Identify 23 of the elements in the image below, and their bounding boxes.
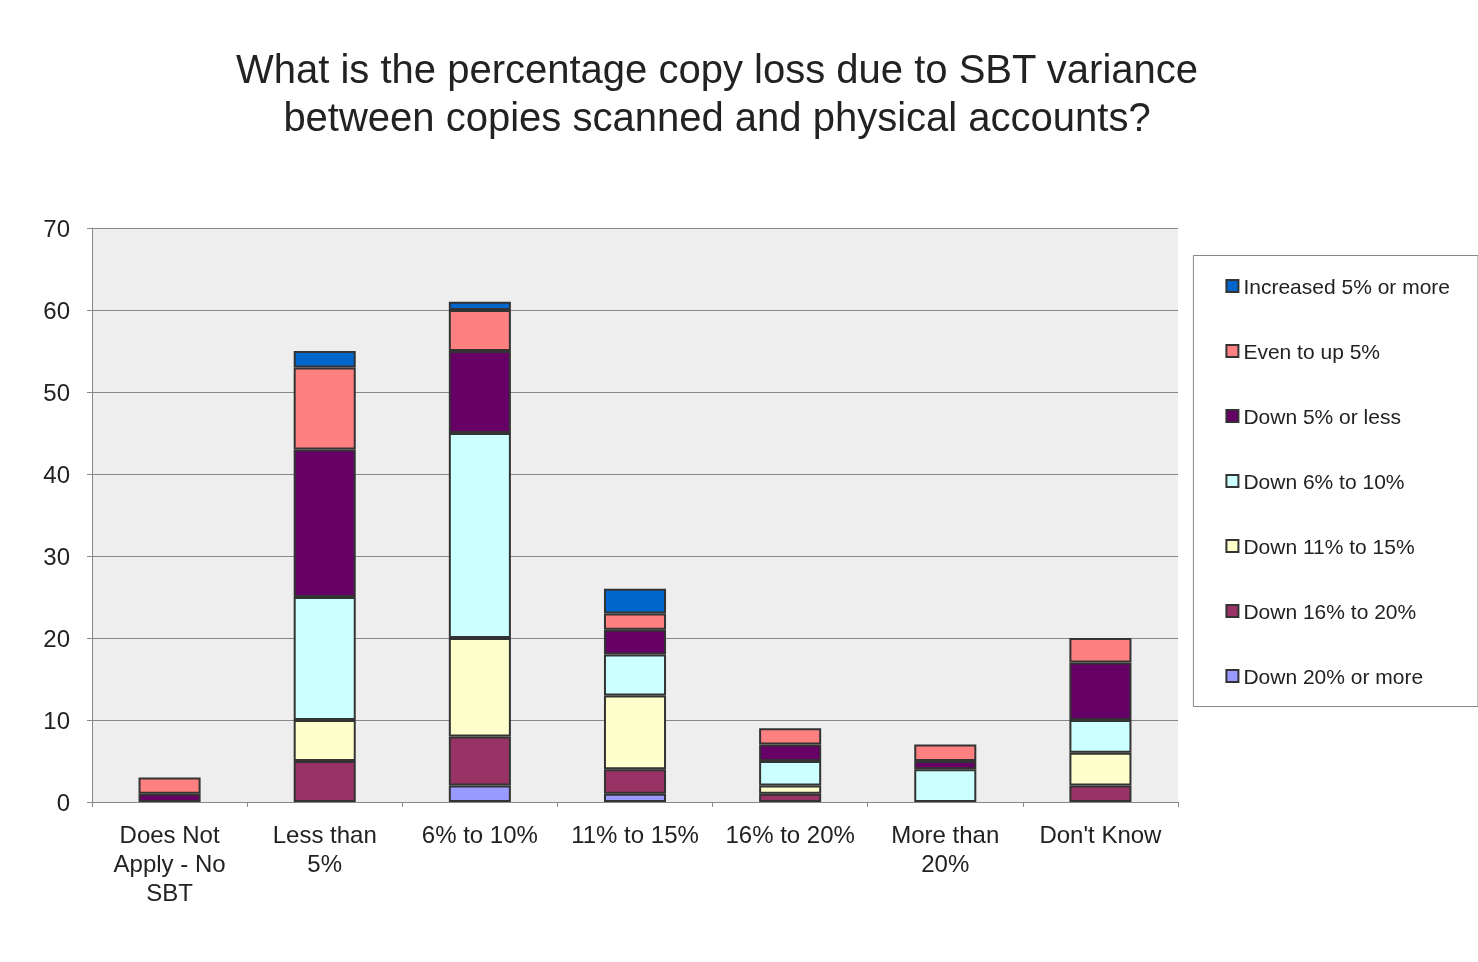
y-tick-label: 50: [43, 378, 70, 406]
legend-label: Down 20% or more: [1243, 664, 1424, 688]
x-tick-label: Don't Know: [1039, 821, 1163, 848]
chart-title: What is the percentage copy loss due to SBT variance between copies scanned and physical accounts?: [235, 47, 1199, 139]
y-tick-label: 30: [43, 542, 70, 570]
legend-label: Down 6% to 10%: [1243, 469, 1405, 493]
x-tick-label: Does Not Apply - No SBT: [113, 821, 226, 906]
legend-label: Down 5% or less: [1243, 404, 1401, 428]
legend-label: Even to up 5%: [1243, 339, 1380, 363]
x-tick-label: 6% to 10%: [421, 821, 538, 848]
legend-label: Increased 5% or more: [1243, 274, 1451, 298]
y-tick-label: 10: [43, 706, 70, 734]
y-tick-label: 70: [43, 214, 70, 242]
x-tick-label: 16% to 20%: [725, 821, 855, 848]
x-tick-label: Less than 5%: [272, 821, 377, 877]
y-tick-label: 0: [56, 788, 70, 816]
x-tick-label: 11% to 15%: [571, 821, 699, 848]
legend-label: Down 16% to 20%: [1243, 599, 1417, 623]
y-tick-label: 60: [43, 296, 70, 324]
y-tick-label: 40: [43, 460, 70, 488]
y-tick-label: 20: [43, 624, 70, 652]
legend-label: Down 11% to 15%: [1243, 534, 1415, 558]
x-tick-label: More than 20%: [891, 821, 1000, 877]
